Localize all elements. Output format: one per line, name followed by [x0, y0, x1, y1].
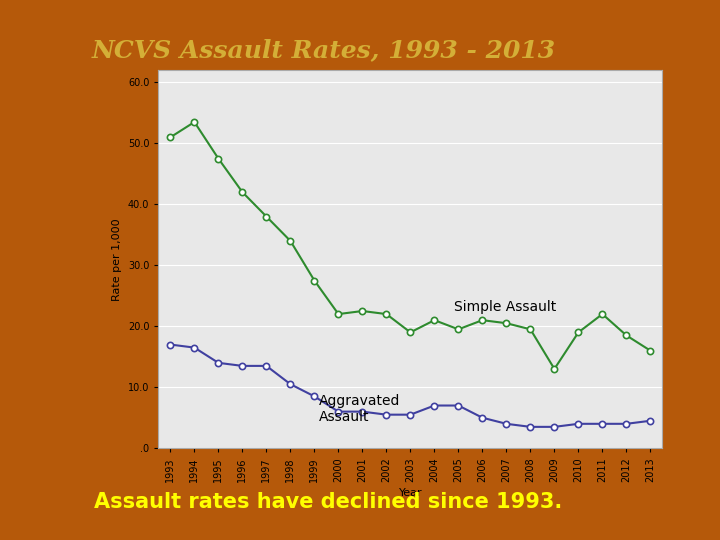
Text: NCVS Assault Rates, 1993 - 2013: NCVS Assault Rates, 1993 - 2013: [92, 38, 556, 62]
X-axis label: Year: Year: [399, 488, 422, 497]
Text: Aggravated
Assault: Aggravated Assault: [319, 394, 400, 424]
Text: Assault rates have declined since 1993.: Assault rates have declined since 1993.: [94, 492, 562, 512]
Text: Simple Assault: Simple Assault: [454, 300, 556, 314]
Y-axis label: Rate per 1,000: Rate per 1,000: [112, 218, 122, 301]
